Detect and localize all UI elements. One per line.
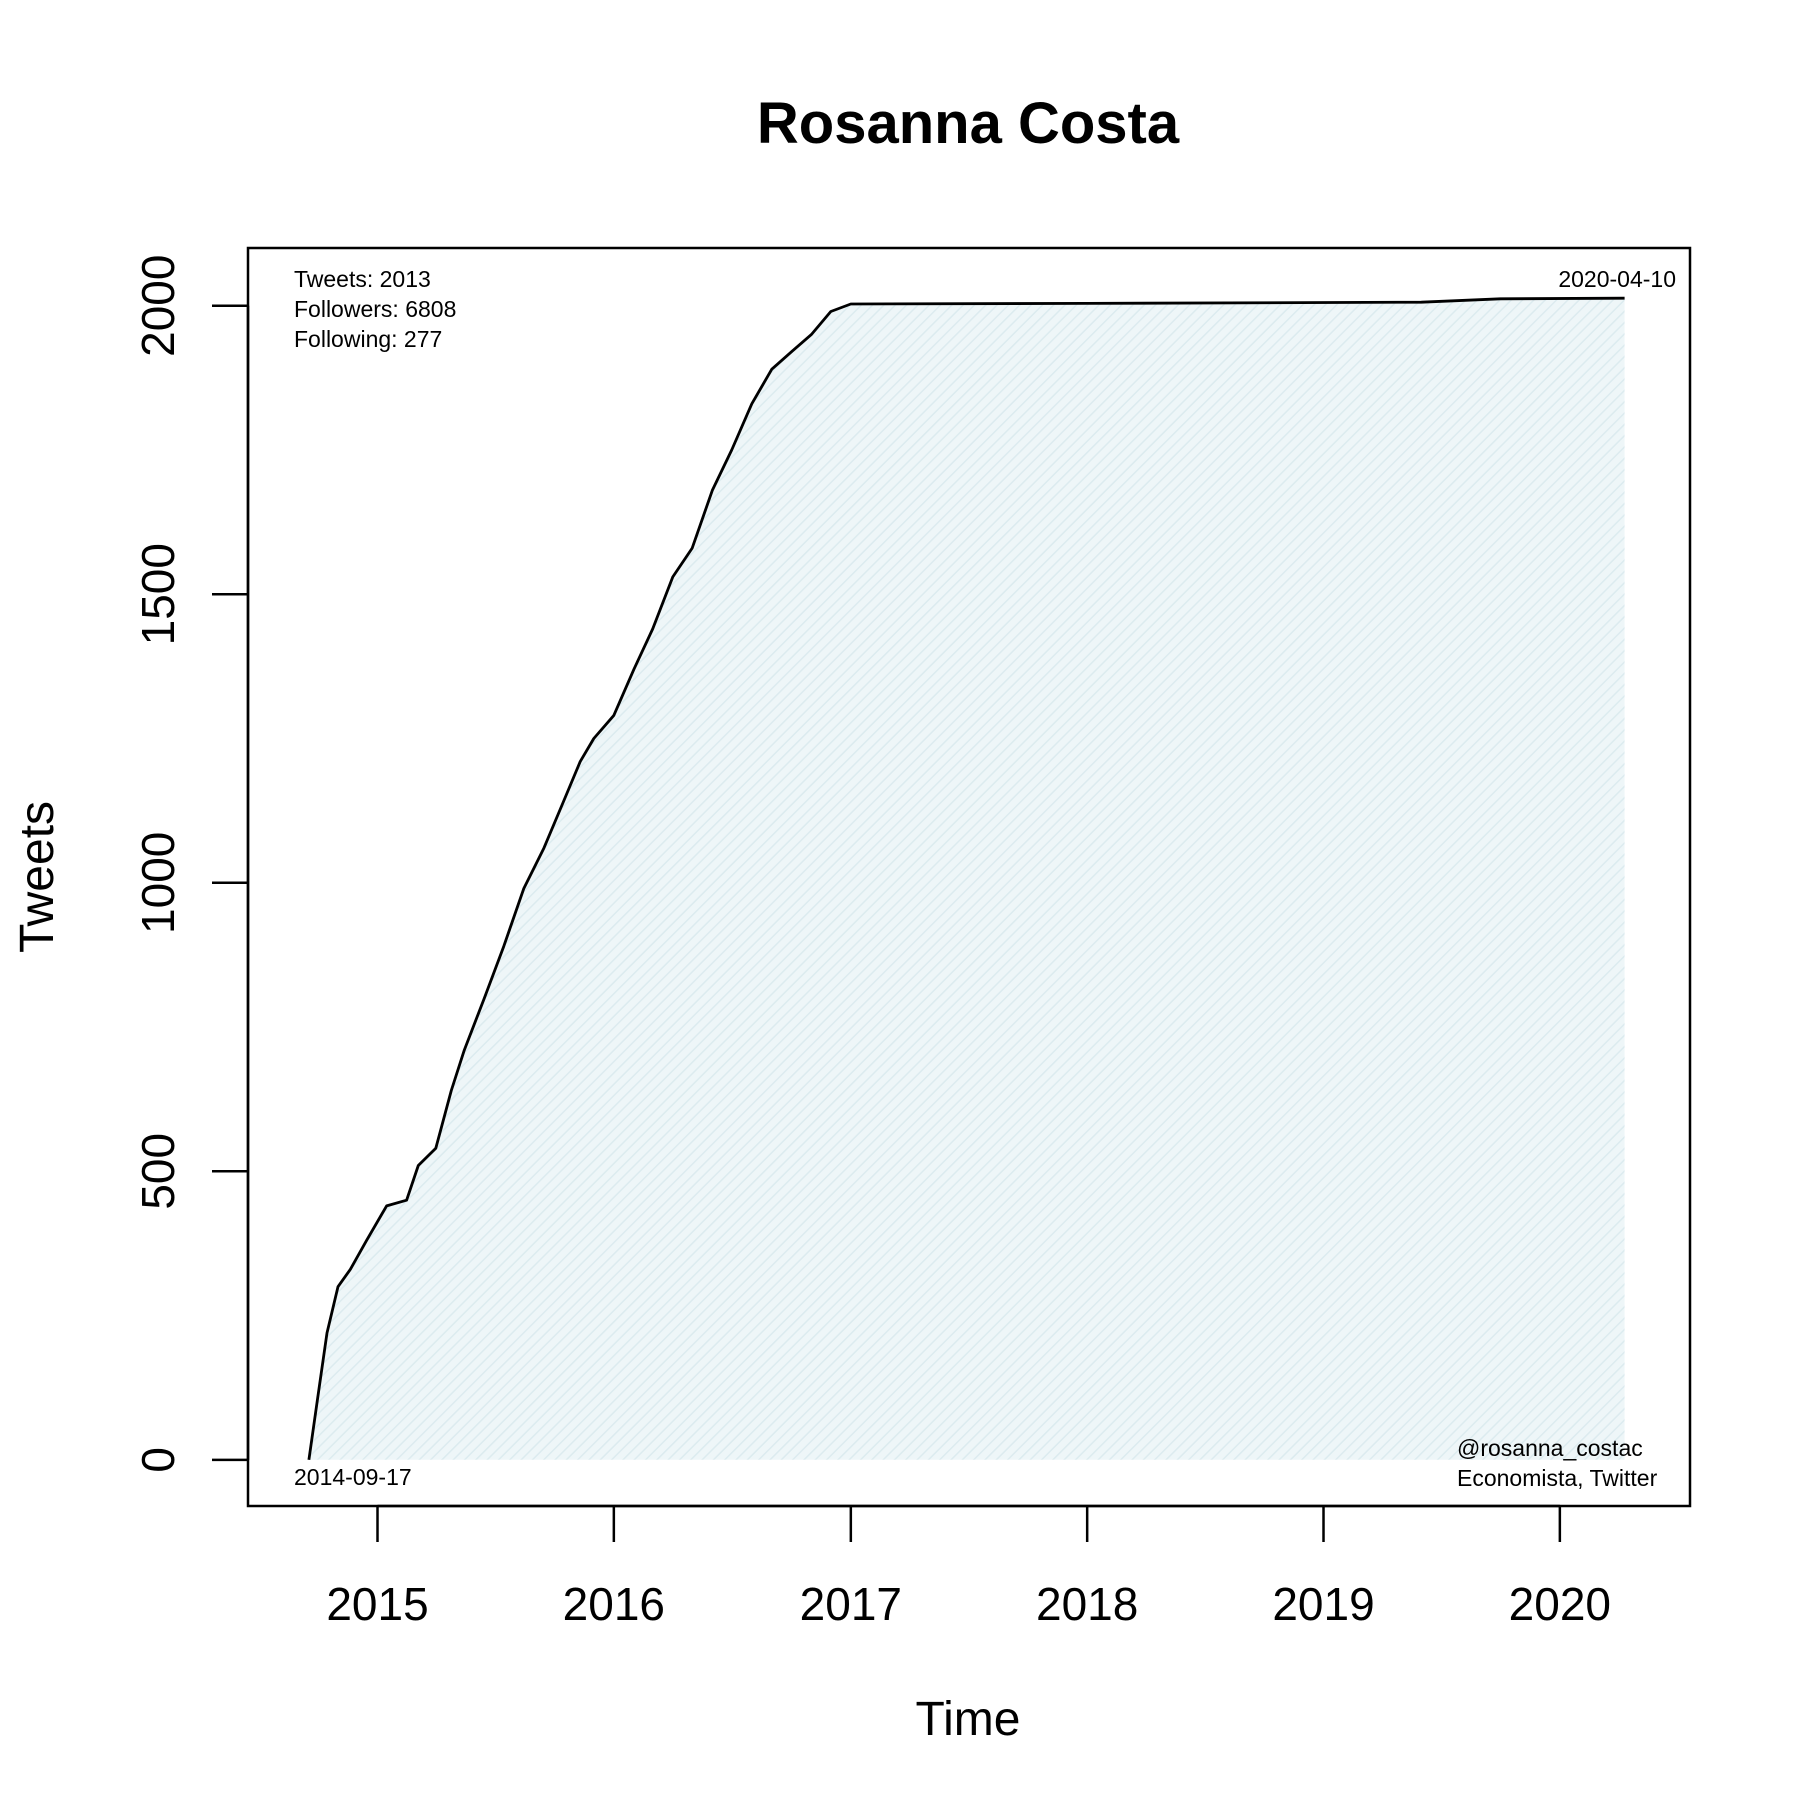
cumulative-tweets-line [307, 296, 1625, 1460]
x-axis: 2015 2016 2017 2018 2019 2020 [326, 1504, 1611, 1630]
x-tick-label: 2018 [1036, 1578, 1138, 1630]
stat-following: Following: 277 [294, 326, 442, 352]
y-tick-label: 1000 [132, 832, 184, 934]
y-axis: 0 500 1000 1500 2000 [132, 255, 250, 1473]
area-fill [308, 298, 1625, 1460]
y-tick-label: 500 [132, 1133, 184, 1210]
x-axis-label: Time [916, 1693, 1021, 1746]
start-date-label: 2014-09-17 [294, 1464, 412, 1490]
x-tick-label: 2019 [1272, 1578, 1374, 1630]
x-tick-label: 2020 [1509, 1578, 1611, 1630]
chart-title: Rosanna Costa [757, 91, 1180, 156]
y-tick-label: 1500 [132, 543, 184, 645]
x-tick-label: 2017 [800, 1578, 902, 1630]
y-axis-label: Tweets [11, 801, 64, 953]
description-label: Economista, Twitter [1457, 1465, 1658, 1491]
stat-followers: Followers: 6808 [294, 296, 456, 322]
stat-tweets: Tweets: 2013 [294, 266, 431, 292]
y-tick-label: 2000 [132, 255, 184, 357]
handle-label: @rosanna_costac [1457, 1435, 1643, 1461]
x-tick-label: 2016 [563, 1578, 665, 1630]
end-date-label: 2020-04-10 [1558, 266, 1676, 292]
account-stats: Tweets: 2013 Followers: 6808 Following: … [294, 266, 456, 352]
x-tick-label: 2015 [326, 1578, 428, 1630]
y-tick-label: 0 [132, 1447, 184, 1473]
